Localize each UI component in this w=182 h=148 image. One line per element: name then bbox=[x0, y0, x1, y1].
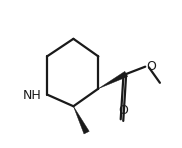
Polygon shape bbox=[98, 71, 128, 89]
Text: O: O bbox=[147, 60, 157, 73]
Text: O: O bbox=[118, 103, 128, 116]
Polygon shape bbox=[73, 106, 89, 134]
Text: NH: NH bbox=[22, 90, 41, 103]
